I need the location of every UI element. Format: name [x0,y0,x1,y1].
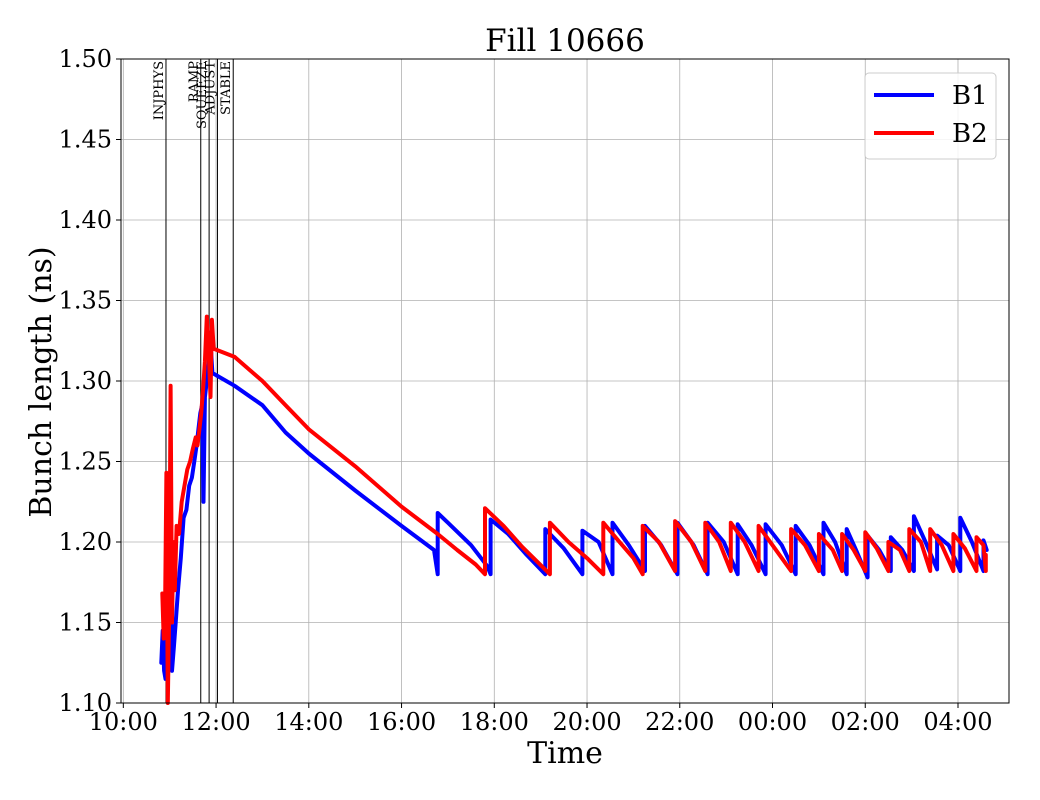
x-tick-label: 12:00 [181,708,250,736]
y-tick-label: 1.35 [59,287,112,315]
x-tick-label: 20:00 [552,708,621,736]
phase-marker-label: ADJUST [203,61,218,116]
chart-title: Fill 10666 [485,23,645,59]
phase-marker-label: SQUEEZE [195,61,210,129]
x-tick-label: 02:00 [831,708,900,736]
x-tick-label: 04:00 [923,708,992,736]
legend-label-b1: B1 [952,81,988,111]
y-axis-label: Bunch length (ns) [24,246,59,517]
x-axis-label: Time [527,736,603,771]
x-tick-label: 16:00 [367,708,436,736]
y-tick-label: 1.30 [59,367,112,395]
y-tick-label: 1.45 [59,126,112,154]
x-axis-ticks: 10:00 12:00 14:00 16:00 18:00 20:00 22:00 00:00… [89,703,993,736]
y-tick-label: 1.40 [59,206,112,234]
x-tick-label: 00:00 [738,708,807,736]
data-series [159,314,989,705]
y-tick-label: 1.15 [59,609,112,637]
y-tick-label: 1.50 [59,45,112,73]
legend-label-b2: B2 [952,119,988,149]
y-tick-label: 1.10 [59,689,112,717]
x-tick-label: 22:00 [645,708,714,736]
y-tick-label: 1.20 [59,528,112,556]
phase-marker-label: STABLE [219,61,234,115]
x-tick-label: 18:00 [460,708,529,736]
y-tick-label: 1.25 [59,448,112,476]
x-tick-label: 10:00 [89,708,158,736]
series-line-b2 [160,314,988,705]
y-axis-ticks: 1.10 1.15 1.20 1.25 1.30 1.35 1.40 1.45 1.50 [59,45,121,717]
phase-marker-label: INJPHYS [152,61,167,120]
x-tick-label: 14:00 [274,708,343,736]
phase-marker-label: RAMP [187,61,202,102]
